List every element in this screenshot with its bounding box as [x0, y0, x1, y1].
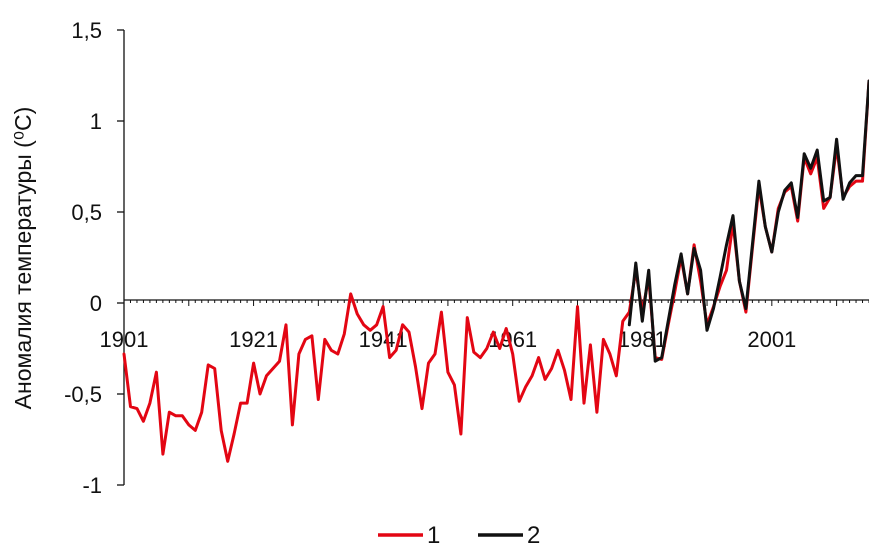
y-axis: 1,5 1 0,5 0 -0,5 -1 [64, 18, 125, 498]
y-tick-label: 0 [90, 291, 102, 316]
x-tick-label: 1981 [618, 327, 667, 352]
y-tick-label: -1 [82, 473, 102, 498]
legend-label-1: 1 [427, 522, 440, 547]
x-tick-label: 2001 [747, 327, 796, 352]
y-tick-label: 0,5 [71, 200, 102, 225]
x-tick-label: 1901 [100, 327, 149, 352]
series-line-1 [122, 79, 869, 463]
y-tick-label: 1,5 [71, 18, 102, 43]
y-tick-label: 1 [90, 109, 102, 134]
x-axis: 1901 1921 1941 1961 1981 2001 [100, 299, 869, 352]
series-lines [122, 79, 869, 463]
y-tick-label: -0,5 [64, 382, 102, 407]
x-tick-label: 1921 [229, 327, 278, 352]
legend-label-2: 2 [527, 522, 540, 547]
y-axis-label: Аномалия температуры (⁰C) [10, 107, 36, 410]
series-line-2 [627, 79, 869, 363]
